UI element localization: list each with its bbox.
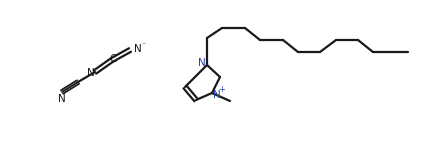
Text: N: N <box>58 94 66 104</box>
Text: N: N <box>134 44 142 54</box>
Text: N: N <box>87 68 95 78</box>
Text: ⁻: ⁻ <box>141 41 145 50</box>
Text: +: + <box>219 86 225 95</box>
Text: C: C <box>110 54 117 64</box>
Text: N: N <box>198 58 206 68</box>
Text: N: N <box>213 90 221 100</box>
